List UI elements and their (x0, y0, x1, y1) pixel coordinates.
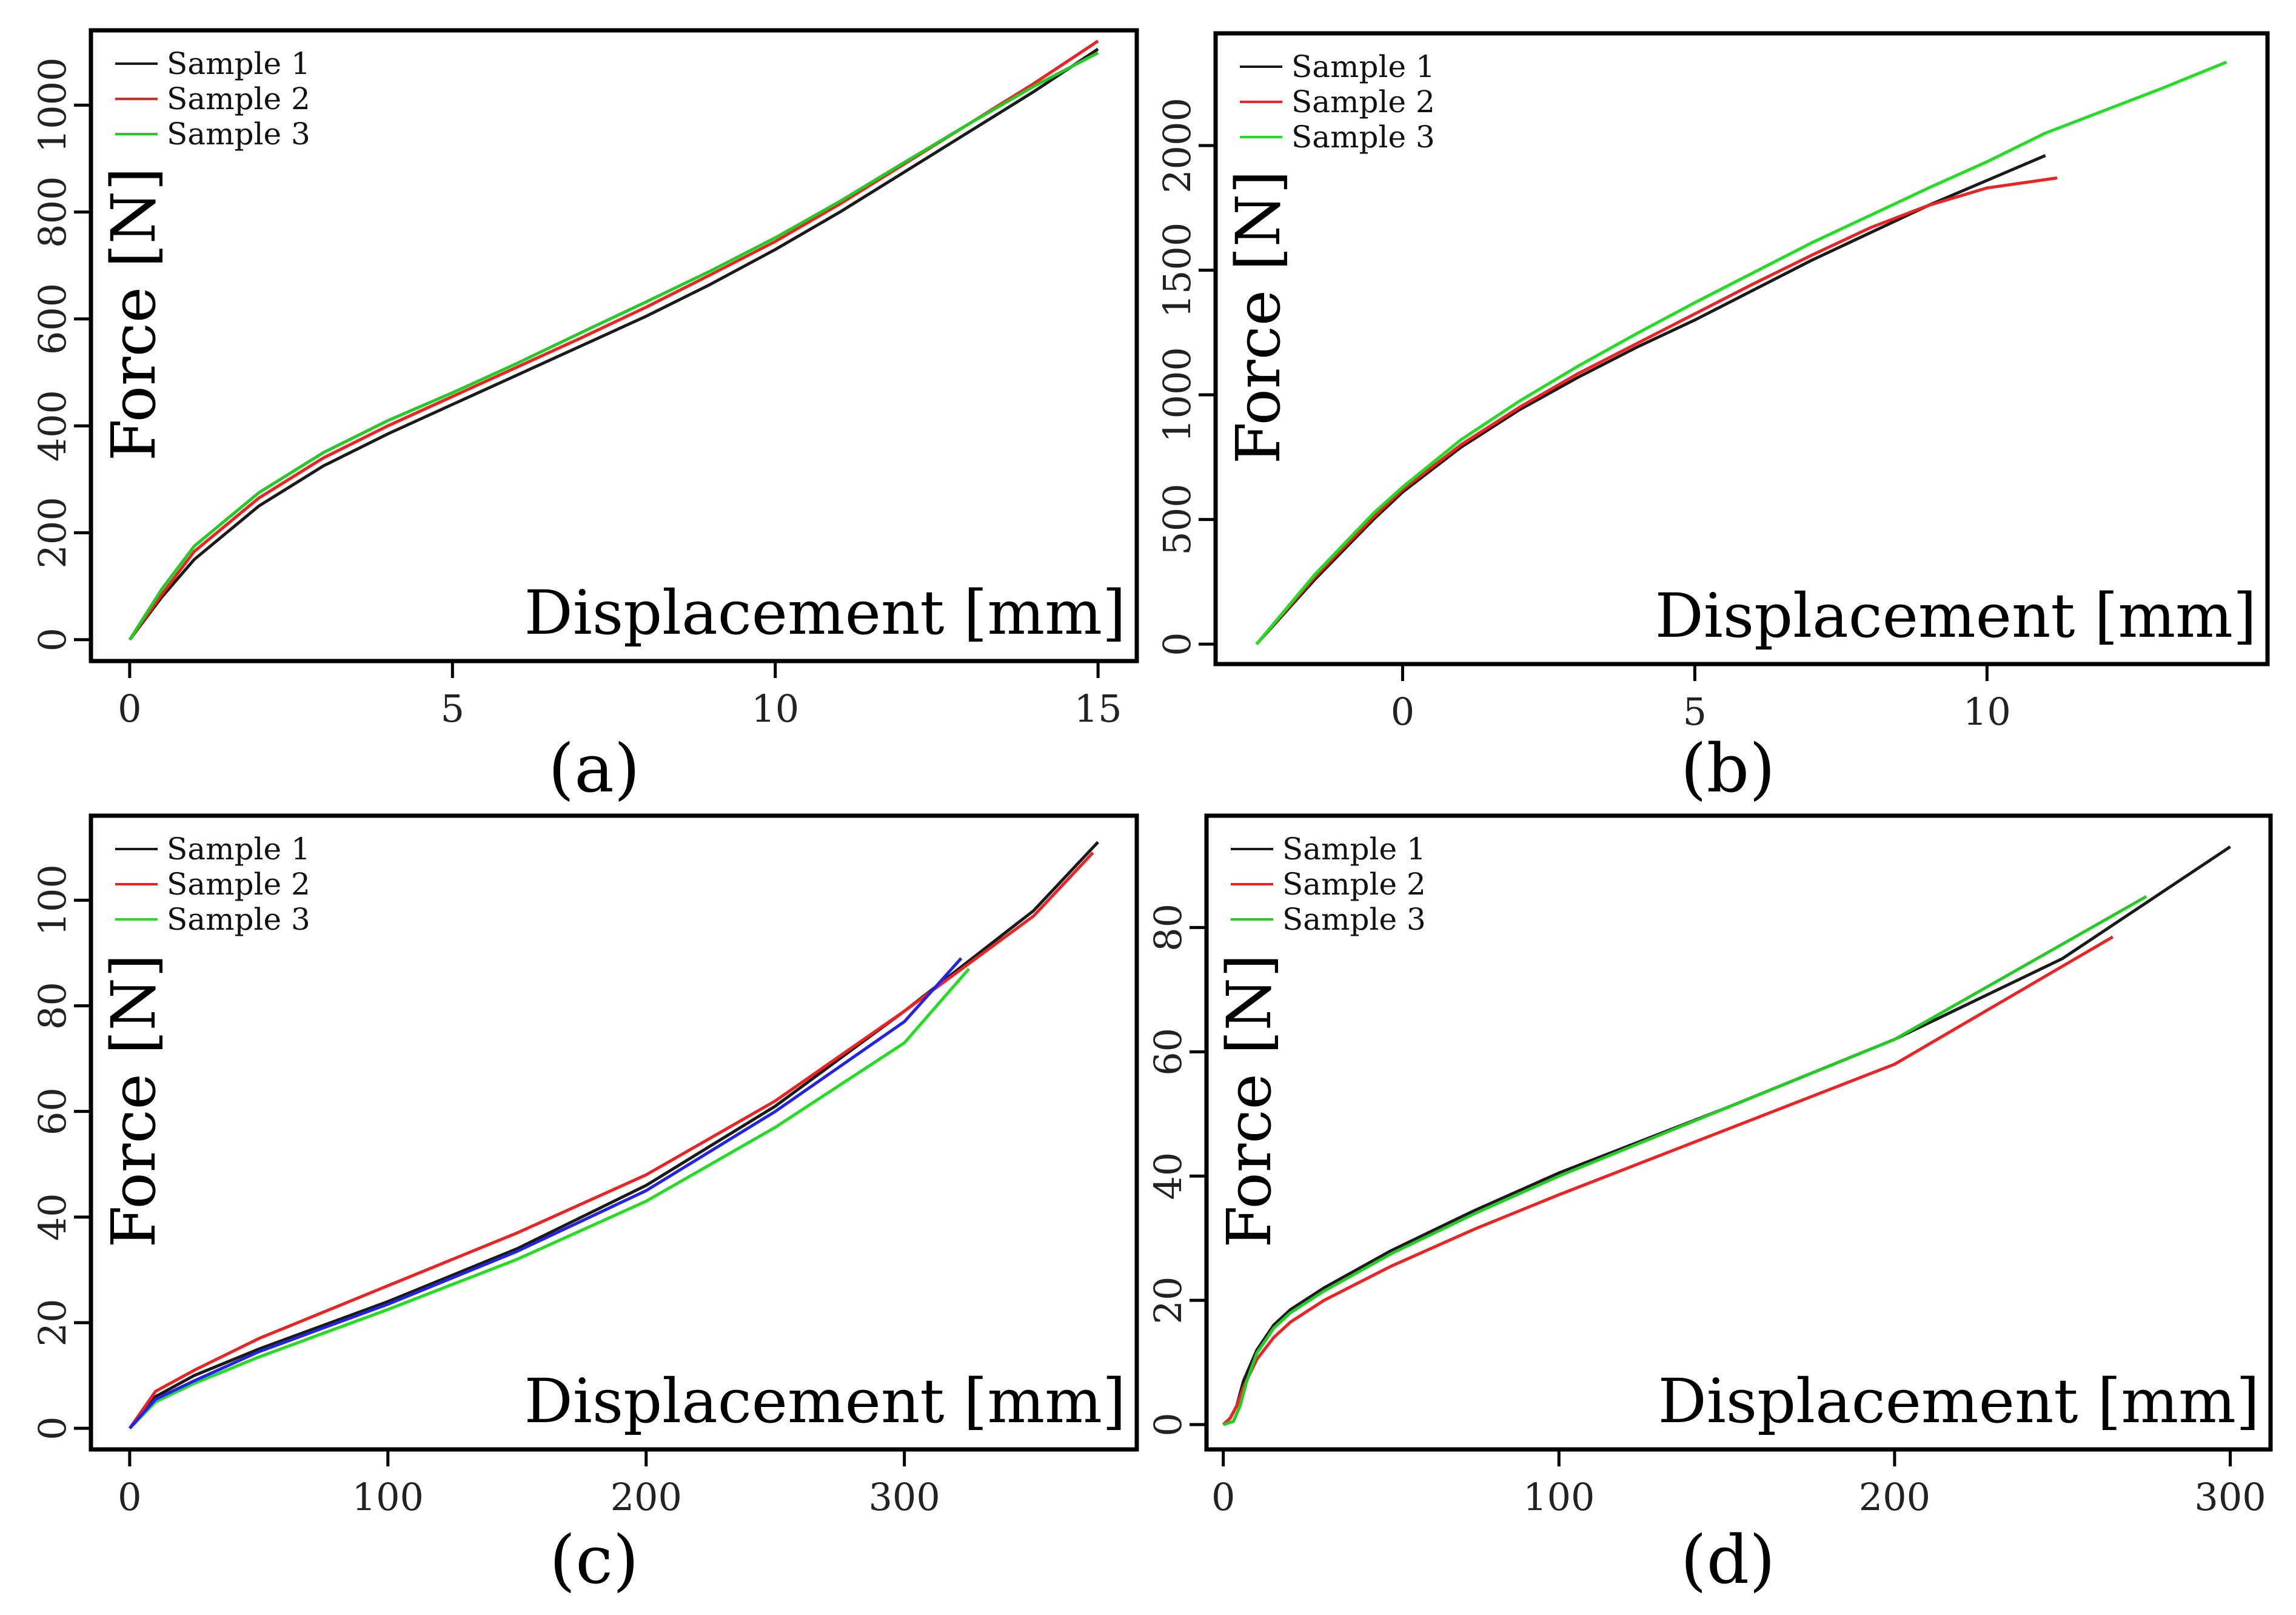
x-tick-label: 100 (352, 1475, 424, 1519)
x-tick-label: 300 (868, 1475, 940, 1519)
y-tick-label: 80 (1146, 904, 1190, 952)
legend-label: Sample 3 (1291, 119, 1435, 155)
x-tick-label: 0 (1391, 690, 1414, 734)
series-line-sample-3 (129, 967, 970, 1429)
series-line-sample-3 (1222, 895, 2147, 1426)
y-tick-label: 200 (30, 497, 75, 568)
chart-panel-1: 0 5 10 15 0 200 400 600 800 1000 Force [N] Displace… (30, 28, 1139, 807)
series-line-sample-1 (1255, 154, 2046, 645)
legend-label: Sample 1 (1291, 49, 1435, 84)
y-tick-label: 0 (1155, 632, 1199, 656)
x-tick-label: 200 (1859, 1475, 1930, 1519)
y-tick-label: 1000 (30, 57, 75, 153)
x-tick-label: 5 (441, 687, 464, 731)
y-tick-label: 600 (30, 283, 75, 355)
x-tick-label: 5 (1683, 690, 1707, 734)
series-line-sample-1 (128, 47, 1099, 641)
legend-label: Sample 3 (167, 902, 310, 937)
x-tick-label: 0 (118, 687, 141, 731)
x-tick-label: 200 (611, 1475, 682, 1519)
panel-caption: (c) (549, 1521, 638, 1599)
y-tick-label: 0 (30, 1416, 75, 1440)
x-axis-title: Displacement [mm] (1655, 580, 2257, 651)
chart-panel-2: 0 5 10 0 500 1000 1500 2000 Force [N] Displacemen… (1155, 31, 2270, 807)
legend-label: Sample 2 (1291, 84, 1435, 119)
y-tick-label: 40 (1146, 1152, 1190, 1200)
x-tick-label: 10 (751, 687, 799, 731)
y-tick-label: 20 (30, 1299, 75, 1347)
y-tick-label: 0 (30, 628, 75, 651)
y-tick-label: 80 (30, 982, 75, 1030)
y-tick-label: 0 (1146, 1412, 1190, 1436)
y-tick-label: 500 (1155, 483, 1199, 555)
legend-label: Sample 2 (1282, 867, 1426, 902)
y-axis-title: Force [N] (98, 167, 169, 461)
series-line-unlabeled (129, 957, 963, 1429)
y-tick-label: 100 (30, 864, 75, 936)
x-axis-title: Displacement [mm] (524, 1366, 1126, 1437)
y-tick-label: 800 (30, 176, 75, 247)
y-tick-label: 400 (30, 390, 75, 462)
series-line-sample-2 (128, 851, 1094, 1429)
y-tick-label: 60 (1146, 1028, 1190, 1076)
legend-label: Sample 3 (167, 116, 310, 152)
legend-label: Sample 1 (167, 46, 310, 81)
y-tick-label: 60 (30, 1087, 75, 1135)
y-tick-label: 2000 (1155, 98, 1199, 193)
y-tick-label: 1000 (1155, 347, 1199, 443)
x-axis-title: Displacement [mm] (1658, 1366, 2260, 1437)
y-axis-title: Force [N] (98, 954, 169, 1247)
legend-label: Sample 3 (1282, 902, 1426, 937)
legend-label: Sample 2 (167, 867, 310, 902)
plot-frame (89, 813, 1139, 1452)
series-line-sample-3 (1255, 60, 2227, 645)
series-line-sample-3 (128, 51, 1099, 641)
chart-panel-3: 0 100 200 300 0 20 40 60 80 100 Force [N] Displacem… (30, 813, 1139, 1599)
y-tick-label: 20 (1146, 1277, 1190, 1325)
panel-caption: (d) (1681, 1521, 1775, 1599)
x-tick-label: 100 (1523, 1475, 1595, 1519)
x-tick-label: 15 (1074, 687, 1122, 731)
y-axis-title: Force [N] (1223, 170, 1294, 464)
legend-label: Sample 1 (1282, 831, 1426, 867)
legend-label: Sample 2 (167, 81, 310, 116)
plot-frame (1204, 813, 2273, 1452)
chart-panel-4: 0 100 200 300 0 20 40 60 80 Force [N] Displacement… (1146, 813, 2273, 1599)
series-line-sample-2 (1255, 176, 2058, 645)
x-axis-title: Displacement [mm] (524, 577, 1126, 648)
legend-label: Sample 1 (167, 831, 310, 867)
y-tick-label: 1500 (1155, 223, 1199, 318)
x-tick-label: 300 (2194, 1475, 2266, 1519)
plot-frame (89, 28, 1139, 663)
x-tick-label: 0 (118, 1475, 141, 1519)
x-tick-label: 0 (1211, 1475, 1235, 1519)
panel-caption: (a) (548, 730, 640, 807)
y-axis-title: Force [N] (1214, 954, 1285, 1247)
y-tick-label: 40 (30, 1193, 75, 1241)
x-tick-label: 10 (1963, 690, 2011, 734)
series-line-sample-2 (1222, 935, 2114, 1426)
plot-frame (1213, 31, 2270, 666)
panel-caption: (b) (1681, 730, 1775, 807)
